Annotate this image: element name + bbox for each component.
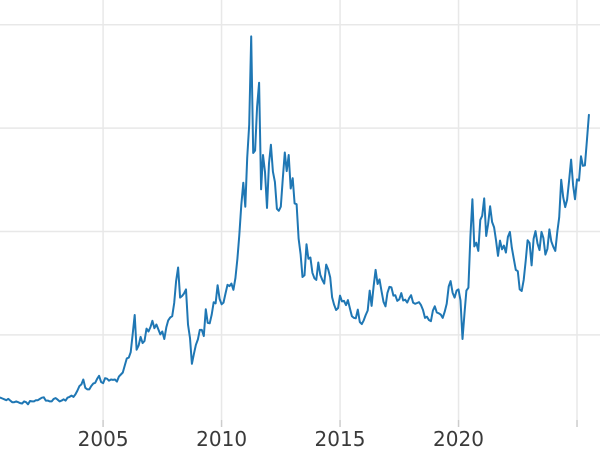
gridlines — [0, 0, 600, 420]
x-tick-label-2020: 2020 — [433, 427, 484, 450]
price-line-series — [0, 35, 590, 406]
x-tick-label-2005: 2005 — [77, 427, 129, 450]
axis-ticks — [102, 420, 578, 427]
x-tick-label-2010: 2010 — [196, 427, 248, 450]
x-tick-label-2015: 2015 — [314, 427, 366, 450]
